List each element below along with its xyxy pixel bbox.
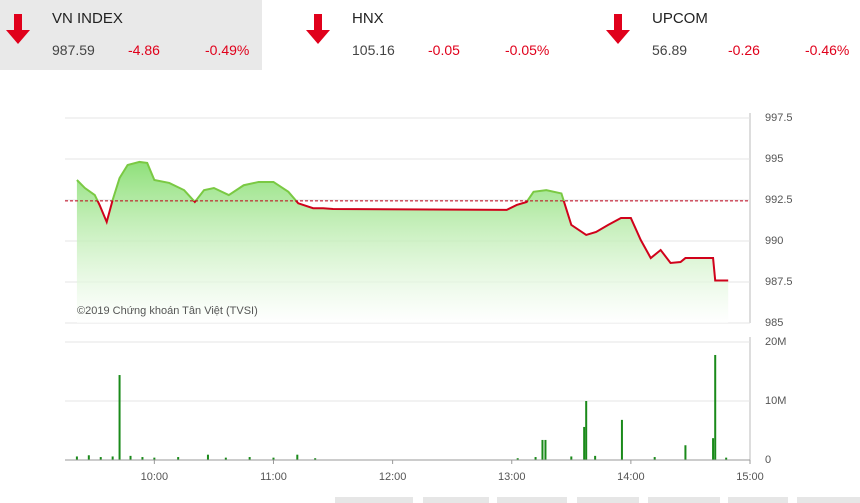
- x-tick-label: 10:00: [141, 471, 169, 483]
- index-value: 987.59: [52, 42, 95, 58]
- volume-bar: [272, 457, 275, 460]
- y-tick-label: 997.5: [765, 112, 793, 124]
- volume-bar: [75, 456, 78, 460]
- y-tick-label: 987.5: [765, 276, 793, 288]
- x-tick-label: 15:00: [736, 471, 764, 483]
- y-tick-label: 990: [765, 235, 783, 247]
- volume-bar: [314, 458, 317, 460]
- volume-bar: [177, 457, 180, 460]
- volume-bar: [296, 454, 299, 460]
- y-tick-label: 992.5: [765, 194, 793, 206]
- index-name: HNX: [352, 10, 384, 27]
- volume-bar: [583, 426, 586, 460]
- volume-bar: [111, 456, 114, 460]
- volume-bar: [714, 354, 717, 460]
- volume-bar: [141, 457, 144, 460]
- x-tick-label: 12:00: [379, 471, 407, 483]
- x-tick-label: 14:00: [617, 471, 645, 483]
- volume-bar: [129, 455, 132, 460]
- watermark: ©2019 Chứng khoán Tân Việt (TVSI): [77, 305, 258, 317]
- index-change: -0.26: [728, 42, 760, 58]
- down-arrow: [306, 14, 330, 44]
- volume-bar: [534, 457, 537, 460]
- volume-bar: [206, 454, 209, 460]
- bottom-buttons: [335, 497, 860, 503]
- volume-bar: [594, 455, 597, 460]
- index-tile[interactable]: UPCOM 56.89 -0.26 -0.46%: [600, 0, 860, 70]
- y-tick-label: 995: [765, 153, 783, 165]
- index-percent: -0.46%: [805, 42, 850, 58]
- volume-bar: [712, 438, 715, 460]
- volume-bar: [653, 457, 656, 460]
- volume-bar: [570, 456, 573, 460]
- volume-bar: [684, 445, 687, 460]
- area: [76, 161, 729, 323]
- down-arrow: [606, 14, 630, 44]
- volume-bar: [99, 457, 102, 460]
- volume-bar: [248, 457, 251, 460]
- price-line: [76, 160, 729, 282]
- index-change: -0.05: [428, 42, 460, 58]
- index-value: 105.16: [352, 42, 395, 58]
- index-tile[interactable]: VN INDEX 987.59 -4.86 -0.49%: [0, 0, 262, 70]
- y-tick-label: 985: [765, 317, 783, 329]
- index-percent: -0.49%: [205, 42, 250, 58]
- volume-bar: [585, 401, 588, 460]
- volume-bar: [541, 439, 544, 460]
- x-tick-label: 11:00: [260, 471, 287, 483]
- index-name: UPCOM: [652, 10, 708, 27]
- volume-bar: [725, 457, 728, 460]
- index-percent: -0.05%: [505, 42, 550, 58]
- volume-bar: [153, 457, 156, 460]
- volume-bar: [620, 419, 623, 460]
- volume-bar: [544, 439, 547, 460]
- index-change: -4.86: [128, 42, 160, 58]
- volume-bar: [118, 375, 121, 460]
- y-tick-label: 0: [765, 454, 771, 466]
- volume-bar: [224, 457, 227, 460]
- index-name: VN INDEX: [52, 10, 123, 27]
- index-value: 56.89: [652, 42, 688, 58]
- y-tick-label: 10M: [765, 395, 786, 407]
- volume-bar: [516, 458, 519, 460]
- index-tile[interactable]: HNX 105.16 -0.05 -0.05%: [300, 0, 562, 70]
- down-arrow: [6, 14, 30, 44]
- x-tick-label: 13:00: [498, 471, 526, 483]
- y-tick-label: 20M: [765, 336, 786, 348]
- volume-bar: [87, 455, 90, 460]
